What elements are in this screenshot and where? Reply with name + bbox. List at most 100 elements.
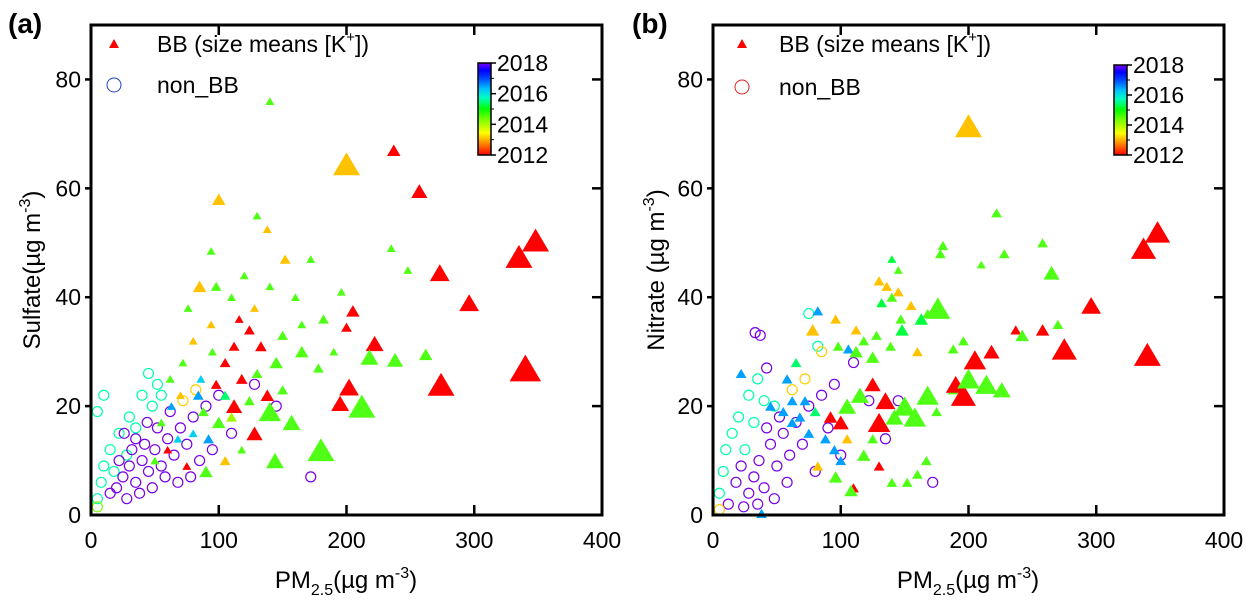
bb-point <box>226 412 237 422</box>
bb-point <box>838 398 857 414</box>
non-bb-point <box>754 329 766 341</box>
y-axis-title-close: ) <box>19 191 46 199</box>
non-bb-point <box>155 389 167 401</box>
non-bb-point <box>225 427 238 439</box>
non-bb-point <box>305 471 317 483</box>
x-tick-label: 300 <box>1077 527 1115 553</box>
non-bb-point <box>146 482 158 494</box>
non-bb-point <box>732 411 745 423</box>
x-tick-label: 100 <box>822 527 860 553</box>
non-bb-point <box>136 454 148 467</box>
non-bb-point <box>847 356 860 369</box>
non-bb-point <box>130 433 142 445</box>
bb-point <box>830 314 842 324</box>
scatter-marks <box>713 114 1171 518</box>
bb-point <box>260 389 275 401</box>
non-bb-point <box>768 493 780 505</box>
x-tick-label: 400 <box>1205 527 1243 553</box>
non-bb-point <box>822 422 834 434</box>
svg-text:Nitrate (µg m-3): Nitrate (µg m-3) <box>641 189 670 350</box>
panel-b: (b) 0 100 200 300 400 0 20 40 60 80 Nitrate (µg m… <box>632 8 1243 599</box>
non-bb-point <box>151 378 164 390</box>
bb-point <box>178 358 188 367</box>
non-bb-point <box>146 400 158 412</box>
colorbar-gradient <box>1113 64 1128 156</box>
x-axis-title-unit: (µg m <box>955 567 1017 594</box>
non-bb-point <box>185 471 197 483</box>
bb-point <box>418 348 433 361</box>
non-bb-point <box>743 389 755 401</box>
non-bb-point <box>803 307 815 320</box>
bb-point <box>828 471 843 483</box>
bb-point <box>386 352 404 367</box>
bb-point <box>295 345 309 358</box>
bb-point <box>265 282 275 291</box>
bb-point <box>885 409 904 425</box>
non-bb-point <box>187 411 199 423</box>
bb-point <box>937 240 949 251</box>
bb-point <box>892 287 904 297</box>
bb-point <box>265 452 284 469</box>
y-axis-title: Nitrate (µg m-3) <box>641 189 670 350</box>
y-axis-title-close: ) <box>643 189 670 197</box>
bb-point <box>269 356 283 369</box>
bb-point <box>975 374 998 394</box>
bb-point <box>348 394 376 418</box>
bb-point <box>258 401 282 422</box>
non-bb-point <box>172 476 184 488</box>
non-bb-point <box>155 460 167 472</box>
non-bb-point <box>113 427 125 439</box>
y-axis-title: Sulfate(µg m-3) <box>17 191 46 350</box>
bb-point <box>843 344 854 354</box>
x-tick-label: 0 <box>707 527 720 553</box>
legend: BB (size means [K+]) non_BB <box>106 29 369 98</box>
bb-point <box>957 336 969 346</box>
non-bb-point <box>739 444 751 456</box>
bb-point <box>339 378 359 396</box>
bb-point <box>277 385 289 395</box>
non-bb-point <box>738 501 750 513</box>
x-axis-title-main: PM <box>275 567 311 594</box>
bb-point <box>756 508 767 518</box>
legend: BB (size means [K+]) non_BB <box>734 29 991 100</box>
bb-point <box>228 341 240 351</box>
bb-point <box>198 406 209 417</box>
non-bb-point <box>123 460 135 472</box>
bb-point <box>803 428 815 438</box>
bb-point <box>235 373 248 384</box>
bb-point <box>203 434 214 444</box>
bb-point <box>277 330 289 340</box>
bb-point <box>812 461 824 471</box>
bb-point <box>166 402 176 410</box>
bb-point <box>925 297 951 319</box>
bb-point <box>963 350 987 370</box>
non-bb-point <box>181 438 193 450</box>
bb-point <box>991 208 1003 218</box>
x-tick-label: 300 <box>455 527 493 553</box>
y-tick-label: 20 <box>677 393 703 419</box>
x-tick-label: 200 <box>327 527 365 553</box>
x-axis-title-close: ) <box>1031 567 1039 594</box>
non-bb-point <box>753 454 765 467</box>
legend-bb-label: BB (size means [K <box>157 31 347 57</box>
bb-point <box>329 347 339 356</box>
bb-point <box>182 462 192 470</box>
non-bb-point <box>771 460 783 472</box>
colorbar-tick-label: 2012 <box>1133 142 1184 168</box>
non-bb-point <box>879 433 892 445</box>
y-tick-label: 20 <box>55 393 81 419</box>
bb-point <box>290 293 300 302</box>
bb-point <box>175 391 185 400</box>
colorbar: 2018 2016 2014 2012 <box>477 50 548 168</box>
non-bb-point <box>752 498 764 510</box>
x-tick-label: 200 <box>949 527 987 553</box>
bb-point <box>196 375 206 383</box>
bb-point <box>992 382 1011 398</box>
bb-point <box>1037 238 1048 248</box>
legend-bb-close: ]) <box>977 31 991 57</box>
bb-point <box>252 211 262 220</box>
bb-point <box>983 344 1000 359</box>
bb-point <box>244 396 255 406</box>
